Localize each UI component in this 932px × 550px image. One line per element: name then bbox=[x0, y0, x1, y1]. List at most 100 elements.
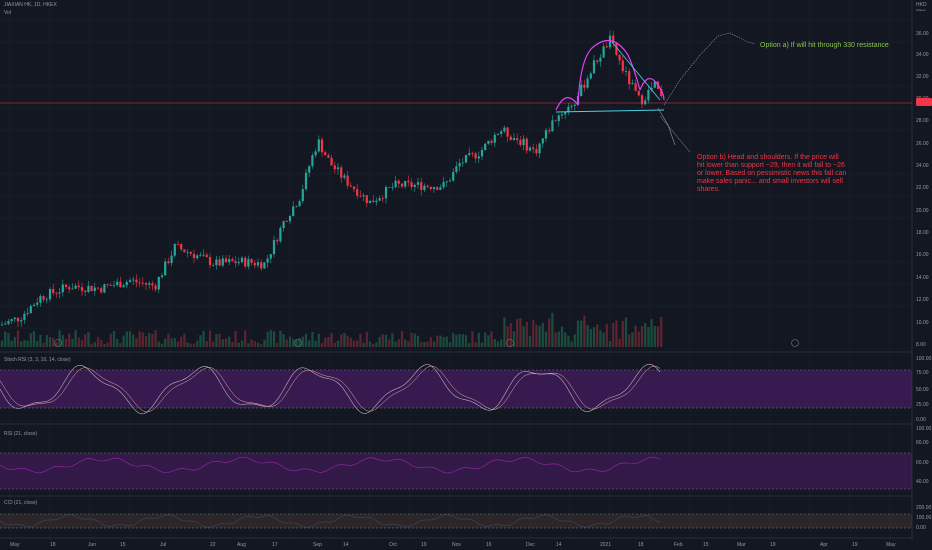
volume-bar bbox=[551, 312, 554, 347]
candle-body bbox=[164, 261, 167, 276]
candle-body bbox=[272, 240, 276, 255]
price-axis-label: 36.00 bbox=[916, 31, 929, 37]
volume-bar bbox=[167, 333, 170, 347]
candle-body bbox=[32, 304, 36, 307]
volume-bar bbox=[234, 331, 237, 347]
time-axis-label: 18 bbox=[638, 542, 644, 548]
cci-title: CCI (21, close) bbox=[4, 500, 38, 506]
volume-bar bbox=[602, 332, 605, 347]
stoch-k-line bbox=[0, 363, 661, 415]
candle-body bbox=[285, 221, 288, 222]
candle-body bbox=[0, 324, 4, 326]
volume-bar bbox=[445, 336, 448, 347]
candle-body bbox=[77, 285, 80, 288]
volume-bar bbox=[487, 335, 490, 347]
volume-bar bbox=[240, 340, 244, 347]
candle-body bbox=[624, 71, 628, 72]
volume-bar bbox=[112, 330, 116, 347]
time-axis-label: Jul bbox=[160, 542, 167, 548]
volume-bar bbox=[106, 342, 109, 347]
stoch-axis-label: 75.00 bbox=[916, 370, 929, 376]
candle-body bbox=[292, 206, 295, 217]
volume-bar bbox=[103, 343, 106, 347]
candle-body bbox=[596, 60, 599, 62]
volume-bar bbox=[48, 337, 52, 347]
volume-bar bbox=[359, 333, 362, 347]
event-marker-icon bbox=[791, 339, 799, 347]
time-axis-label: Nov bbox=[452, 542, 461, 548]
volume-bar bbox=[458, 333, 461, 347]
volume-bar bbox=[125, 331, 128, 347]
volume-bar bbox=[298, 338, 301, 347]
option-a-path bbox=[663, 32, 756, 106]
candle-body bbox=[301, 189, 304, 202]
volume-bar bbox=[58, 330, 61, 347]
volume-bar bbox=[583, 315, 586, 347]
candle-body bbox=[234, 261, 237, 264]
volume-bar bbox=[205, 341, 208, 347]
rsi-band bbox=[0, 453, 912, 489]
volume-bar bbox=[144, 336, 148, 347]
volume-label: Vol bbox=[4, 10, 11, 16]
candle-body bbox=[480, 149, 484, 157]
candle-body bbox=[602, 46, 605, 58]
volume-bar bbox=[432, 341, 436, 347]
volume-bar bbox=[493, 339, 496, 347]
volume-bar bbox=[333, 342, 336, 347]
volume-bar bbox=[90, 343, 93, 347]
candle-body bbox=[375, 200, 378, 203]
candle-body bbox=[615, 43, 618, 55]
volume-bar bbox=[576, 320, 580, 347]
volume-bar bbox=[215, 334, 218, 347]
candle-body bbox=[282, 221, 285, 228]
volume-bar bbox=[276, 343, 279, 347]
volume-bar bbox=[176, 341, 180, 347]
candle-body bbox=[404, 180, 407, 187]
volume-bar bbox=[628, 334, 631, 347]
volume-bar bbox=[544, 331, 548, 347]
stoch-axis-label: 25.00 bbox=[916, 402, 929, 408]
volume-bar bbox=[644, 322, 647, 347]
volume-bar bbox=[221, 339, 224, 347]
time-axis-label: 17 bbox=[272, 542, 278, 548]
volume-bar bbox=[231, 342, 234, 347]
volume-bar bbox=[100, 339, 103, 347]
volume-bar bbox=[436, 335, 439, 347]
candle-body bbox=[493, 134, 496, 143]
volume-bar bbox=[477, 332, 480, 347]
candle-body bbox=[132, 279, 135, 281]
volume-bar bbox=[189, 343, 192, 347]
volume-bar bbox=[560, 326, 564, 347]
volume-bar bbox=[87, 332, 90, 347]
candle-body bbox=[570, 105, 573, 107]
volume-bar bbox=[356, 340, 359, 347]
time-axis-label: 14 bbox=[343, 542, 349, 548]
volume-bar bbox=[388, 339, 391, 347]
volume-bar bbox=[423, 341, 426, 347]
candle-body bbox=[4, 323, 7, 325]
volume-bar bbox=[196, 340, 199, 347]
volume-bar bbox=[4, 331, 7, 347]
volume-bar bbox=[429, 337, 432, 347]
volume-bar bbox=[336, 340, 340, 347]
price-axis-label: 22.00 bbox=[916, 185, 929, 191]
candle-body bbox=[71, 288, 74, 290]
volume-bar bbox=[618, 338, 621, 347]
volume-bar bbox=[218, 334, 221, 347]
volume-bar bbox=[186, 342, 189, 347]
volume-bar bbox=[157, 341, 160, 347]
hs-left-shoulder bbox=[555, 97, 579, 111]
candle-body bbox=[7, 321, 10, 324]
candle-body bbox=[151, 283, 154, 286]
candle-body bbox=[199, 254, 202, 256]
volume-bar bbox=[592, 327, 596, 347]
volume-bar bbox=[183, 333, 186, 347]
candle-body bbox=[167, 261, 170, 264]
candle-body bbox=[650, 87, 653, 91]
candle-body bbox=[340, 167, 343, 178]
candle-body bbox=[125, 281, 128, 286]
cci-axis-label: 100.00 bbox=[916, 515, 932, 521]
volume-bar bbox=[480, 342, 484, 347]
volume-bar bbox=[490, 331, 493, 347]
